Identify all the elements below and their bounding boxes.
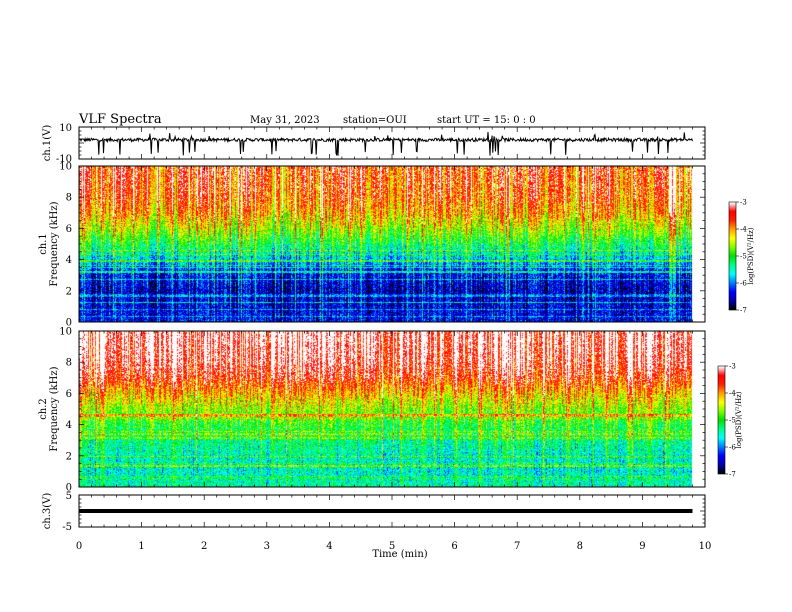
x-tick-label: 4 xyxy=(326,541,332,552)
frequency-tick-label: 8 xyxy=(66,193,72,204)
spectrogram-ch2-ylabel-frequency: Frequency (kHz) xyxy=(49,366,60,451)
x-tick-label: 1 xyxy=(138,541,144,552)
frequency-tick-label: 0 xyxy=(66,318,72,329)
frequency-tick-label: 6 xyxy=(66,389,72,400)
waveform-ch1-ticks xyxy=(78,126,706,160)
colorbar-tick-label: -3 xyxy=(729,363,736,371)
frequency-tick-label: 10 xyxy=(59,327,72,338)
colorbar-tick-label: -4 xyxy=(740,226,747,234)
frequency-tick-label: 2 xyxy=(66,286,72,297)
colorbar-tick-label: -7 xyxy=(740,307,747,315)
spectrogram-ch2-image xyxy=(79,331,705,487)
waveform-ch1-panel: 10 -10 ch.1(V) xyxy=(42,123,706,165)
colorbar-tick-label: -7 xyxy=(729,471,736,479)
spectrogram-ch1-ytick-labels: 0 2 4 6 8 10 xyxy=(59,162,72,329)
colorbar-ch2-ticks: -3 -4 -5 -6 -7 xyxy=(725,363,736,479)
x-axis-tick-labels: 0 1 2 3 4 5 6 7 8 9 10 xyxy=(76,541,712,552)
frequency-tick-label: 4 xyxy=(66,255,72,266)
spectrogram-ch2-ytick-labels: 0 2 4 6 8 10 xyxy=(59,327,72,494)
colorbar-tick-label: -5 xyxy=(740,253,747,261)
spectrogram-ch1-image xyxy=(79,166,705,322)
waveform-ch1-ytick-bottom: -10 xyxy=(56,154,72,165)
waveform-ch3-ticks xyxy=(78,494,706,528)
x-tick-label: 3 xyxy=(264,541,270,552)
header-start-ut: start UT = 15: 0 : 0 xyxy=(437,115,536,126)
waveform-ch3-panel: 5 -5 ch.3(V) xyxy=(42,491,706,533)
waveform-ch3-ylabel: ch.3(V) xyxy=(42,493,53,530)
x-tick-label: 8 xyxy=(577,541,583,552)
waveform-ch3-ytick-top: 5 xyxy=(66,491,72,502)
spectrogram-ch1-ylabel-channel: ch.1 xyxy=(38,233,49,255)
frequency-tick-label: 0 xyxy=(66,483,72,494)
spectrogram-ch1-ticks xyxy=(78,165,706,323)
colorbar-ch1-ticks: -3 -4 -5 -6 -7 xyxy=(736,199,747,315)
colorbar-ch1-label: log(PSD)(V²/Hz) xyxy=(747,227,755,284)
colorbar-ch2-label: log(PSD)(V²/Hz) xyxy=(735,391,743,448)
colorbar-tick-label: -6 xyxy=(729,444,736,452)
header-station: station=OUI xyxy=(343,115,407,126)
header-date: May 31, 2023 xyxy=(250,115,320,126)
frequency-tick-label: 4 xyxy=(66,420,72,431)
colorbar-tick-label: -4 xyxy=(729,390,736,398)
frequency-tick-label: 8 xyxy=(66,358,72,369)
x-tick-label: 9 xyxy=(639,541,645,552)
frequency-tick-label: 2 xyxy=(66,451,72,462)
x-tick-label: 7 xyxy=(514,541,520,552)
waveform-ch1-trace xyxy=(78,132,693,156)
colorbar-ch1 xyxy=(729,202,736,310)
frequency-tick-label: 10 xyxy=(59,162,72,173)
x-tick-label: 2 xyxy=(201,541,207,552)
waveform-ch1-ytick-top: 10 xyxy=(59,123,72,134)
colorbar-tick-label: -5 xyxy=(729,417,736,425)
spectrogram-ch1-ylabel-frequency: Frequency (kHz) xyxy=(49,201,60,286)
colorbar-tick-label: -6 xyxy=(740,280,747,288)
x-axis-label: Time (min) xyxy=(372,549,427,560)
waveform-ch1-ylabel: ch.1(V) xyxy=(42,125,53,162)
waveform-ch3-ytick-bottom: -5 xyxy=(62,522,72,533)
figure-title: VLF Spectra xyxy=(78,112,162,127)
x-tick-label: 5 xyxy=(389,541,395,552)
x-tick-label: 10 xyxy=(699,541,712,552)
spectrogram-ch2-ticks xyxy=(78,330,706,488)
spectrogram-ch2-ylabel-channel: ch.2 xyxy=(38,398,49,420)
x-tick-label: 0 xyxy=(76,541,82,552)
x-tick-label: 6 xyxy=(451,541,457,552)
colorbar-ch2 xyxy=(718,366,725,474)
colorbar-tick-label: -3 xyxy=(740,199,747,207)
frequency-tick-label: 6 xyxy=(66,224,72,235)
